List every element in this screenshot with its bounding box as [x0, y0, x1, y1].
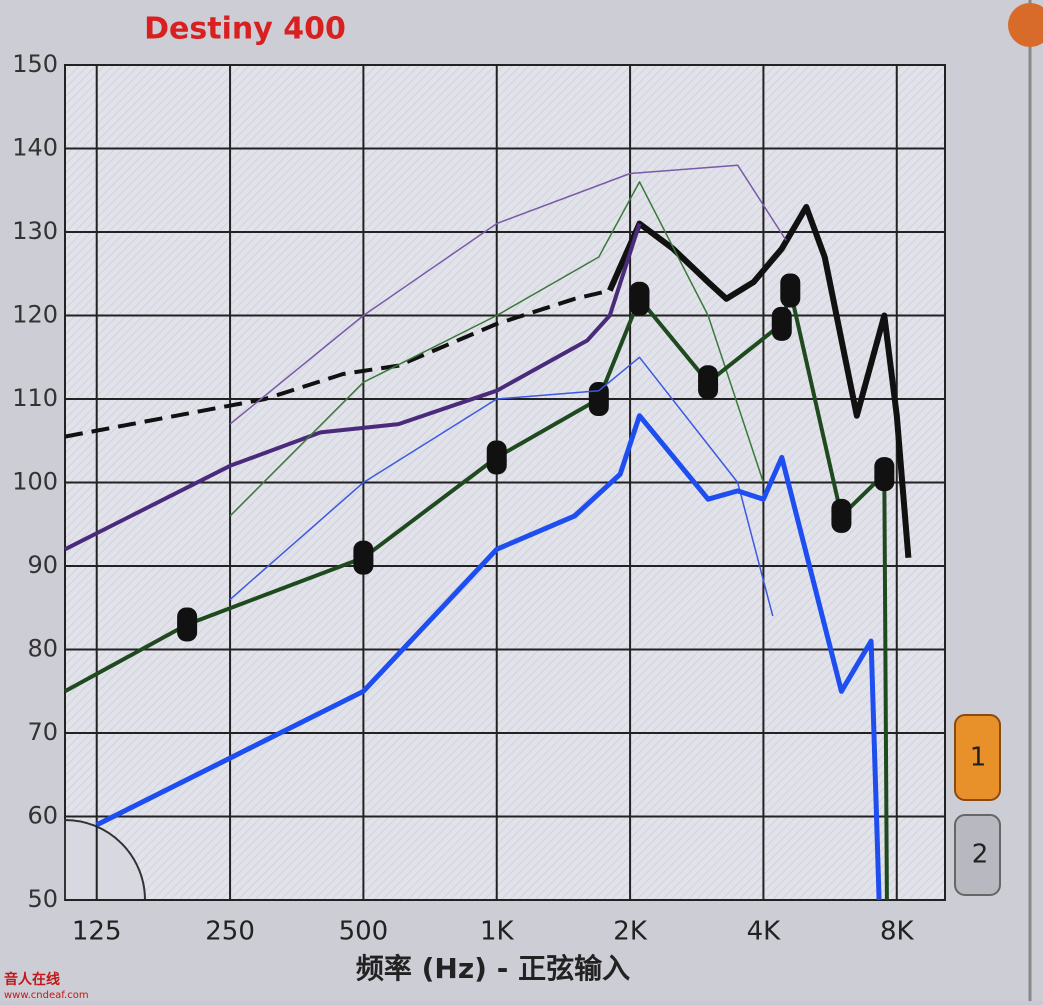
side-button[interactable] [954, 714, 1001, 801]
lines [64, 164, 912, 901]
series-marker [831, 498, 852, 533]
side-button-label[interactable]: 2 [972, 840, 989, 870]
y-tick-label: 150 [12, 50, 58, 78]
x-tick-label: 4K [747, 917, 782, 947]
x-tick-label: 500 [339, 917, 389, 947]
y-tick-label: 100 [12, 468, 58, 496]
x-tick-label: 1K [480, 917, 515, 947]
series-line [229, 181, 765, 517]
y-tick-label: 90 [27, 551, 58, 579]
x-tick-label: 250 [205, 917, 255, 947]
series-line [229, 356, 774, 617]
series-marker [629, 281, 650, 316]
series-marker [353, 540, 374, 575]
series-marker [780, 273, 801, 308]
y-tick-label: 60 [27, 802, 58, 830]
watermark: 音人在线 [4, 971, 60, 988]
side-button[interactable] [954, 814, 1001, 896]
grid [65, 64, 945, 901]
y-tick-label: 120 [12, 301, 58, 329]
series-marker [486, 440, 507, 475]
series-line [95, 413, 882, 901]
series-line [229, 164, 787, 425]
series-marker [698, 365, 719, 400]
y-tick-label: 110 [12, 384, 58, 412]
y-tick-label: 130 [12, 217, 58, 245]
corner-icon [1008, 3, 1043, 47]
series-marker [771, 306, 792, 341]
series-line [64, 288, 611, 439]
series-marker [588, 382, 609, 416]
y-tick-label: 50 [27, 885, 58, 913]
series-marker [177, 607, 198, 642]
y-tick-label: 80 [27, 635, 58, 663]
corner-decoration [64, 818, 147, 901]
x-tick-label: 125 [72, 917, 122, 947]
chart-title: Destiny 400 [144, 12, 346, 47]
x-axis-label: 频率 (Hz) - 正弦输入 [356, 952, 630, 985]
x-tick-label: 2K [613, 917, 648, 947]
y-tick-label: 70 [27, 718, 58, 746]
x-tick-label: 8K [880, 917, 915, 947]
series-line [64, 222, 642, 552]
side-button-label[interactable]: 1 [970, 743, 987, 773]
watermark-url: www.cndeaf.com [4, 990, 89, 1001]
y-tick-label: 140 [12, 134, 58, 162]
series-marker [874, 457, 895, 492]
